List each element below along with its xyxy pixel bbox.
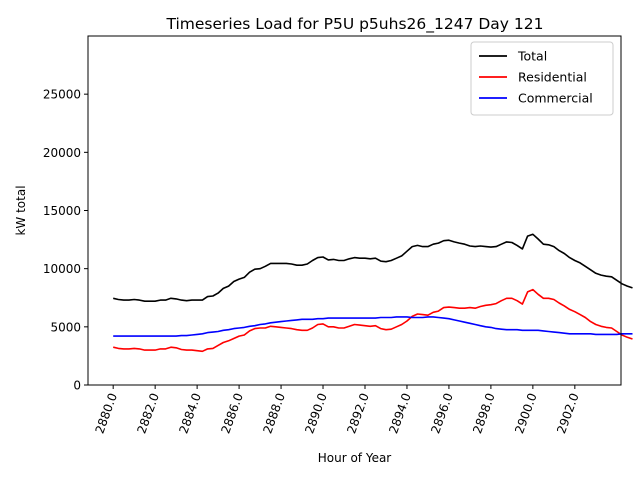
x-tick-label: 2884.0 — [176, 391, 204, 435]
x-tick-label: 2888.0 — [260, 391, 288, 435]
x-tick-label: 2886.0 — [218, 391, 246, 435]
legend-label-commercial: Commercial — [518, 91, 593, 106]
y-tick-label: 5000 — [50, 320, 81, 334]
x-tick-label: 2882.0 — [134, 391, 162, 435]
series-line-commercial — [113, 316, 633, 337]
series-layer — [113, 233, 633, 353]
chart-title: Timeseries Load for P5U p5uhs26_1247 Day… — [166, 15, 544, 34]
x-axis: 2880.0 2882.0 2884.0 2886.0 2888.0 2890.0 2892… — [92, 385, 582, 435]
y-tick-label: 15000 — [43, 204, 81, 218]
x-tick-label: 2880.0 — [92, 391, 120, 435]
y-tick-label: 10000 — [43, 262, 81, 276]
y-tick-label: 0 — [73, 379, 81, 393]
legend-label-total: Total — [517, 49, 547, 64]
y-tick-label: 20000 — [43, 146, 81, 160]
x-axis-label: Hour of Year — [318, 451, 392, 465]
x-tick-label: 2892.0 — [344, 391, 372, 435]
y-tick-label: 25000 — [43, 88, 81, 102]
series-line-total — [113, 233, 633, 303]
x-tick-label: 2894.0 — [386, 391, 414, 435]
x-tick-label: 2898.0 — [470, 391, 498, 435]
legend-box — [470, 41, 614, 116]
legend-label-residential: Residential — [518, 70, 587, 85]
x-tick-label: 2890.0 — [302, 391, 330, 435]
legend: Total Residential Commercial — [470, 41, 614, 116]
y-axis: 0 5000 10000 15000 20000 25000 — [43, 88, 88, 393]
series-line-residential — [113, 288, 633, 353]
x-tick-label: 2900.0 — [512, 391, 540, 435]
x-tick-label: 2902.0 — [554, 391, 582, 435]
x-tick-label: 2896.0 — [428, 391, 456, 435]
y-axis-label: kW total — [14, 185, 28, 235]
